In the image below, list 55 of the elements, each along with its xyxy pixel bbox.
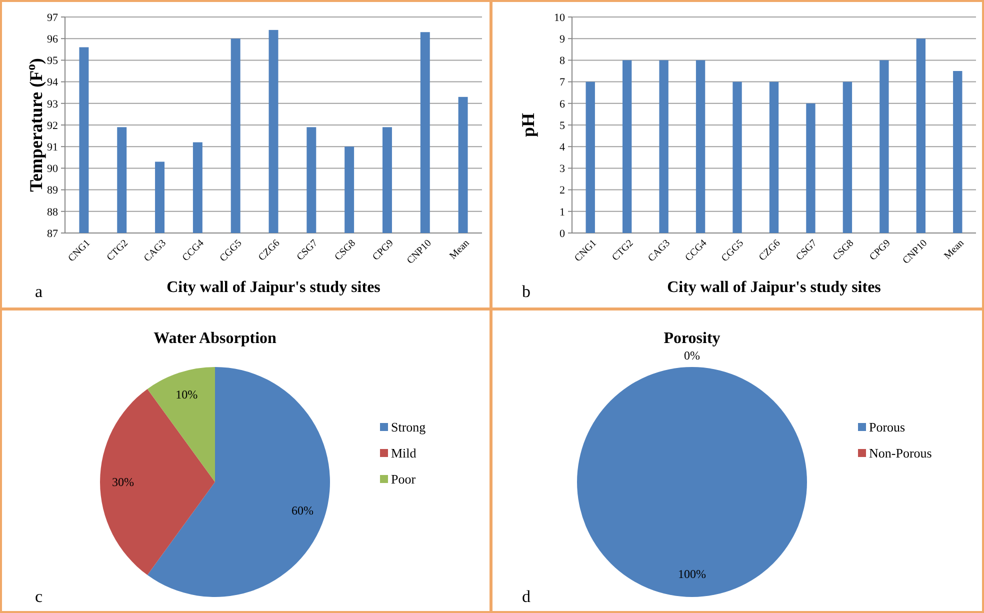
legend-label: Mild xyxy=(391,446,417,461)
bar xyxy=(916,38,926,233)
legend-label: Strong xyxy=(391,420,426,435)
text: b xyxy=(522,282,530,301)
chart-title: Water Absorption xyxy=(154,330,277,347)
y-tick-label: 9 xyxy=(560,33,566,46)
y-tick-label: 1 xyxy=(560,206,565,218)
y-tick-label: 0 xyxy=(560,228,566,240)
legend-label: Poor xyxy=(391,472,416,487)
y-tick-label: 91 xyxy=(47,141,58,154)
data-label: 30% xyxy=(112,475,134,490)
pie-slice xyxy=(100,388,215,576)
y-tick-label: 4 xyxy=(560,141,566,154)
bar xyxy=(732,82,742,233)
y-tick-label: 88 xyxy=(47,206,58,218)
bar xyxy=(880,60,889,233)
bar xyxy=(953,71,962,233)
y-tick-label: 92 xyxy=(47,120,58,132)
legend-label: Porous xyxy=(869,420,906,435)
bar xyxy=(586,82,595,233)
data-label: 10% xyxy=(176,388,198,402)
text: d xyxy=(522,587,531,606)
y-tick-label: 90 xyxy=(47,163,58,176)
data-label: 60% xyxy=(291,504,314,518)
legend-label: Non-Porous xyxy=(869,446,932,461)
y-tick-label: 6 xyxy=(560,98,566,110)
y-tick-label: 89 xyxy=(47,184,58,197)
y-tick-label: 95 xyxy=(47,55,58,68)
y-tick-label: 8 xyxy=(560,55,566,68)
bar xyxy=(769,82,779,233)
y-tick-label: 7 xyxy=(560,76,566,89)
y-tick-label: 93 xyxy=(47,98,58,110)
y-tick-label: 5 xyxy=(560,120,566,132)
text: c xyxy=(35,587,43,606)
y-axis-title: pH xyxy=(518,112,538,138)
bar xyxy=(806,103,816,233)
y-tick-label: 2 xyxy=(560,184,565,197)
pie-slice xyxy=(147,367,215,482)
pie-slice xyxy=(147,367,330,597)
text: a xyxy=(35,282,43,301)
bar xyxy=(696,60,706,233)
y-tick-label: 10 xyxy=(554,12,566,24)
y-tick-label: 3 xyxy=(560,163,566,176)
y-tick-label: 87 xyxy=(47,228,58,240)
x-axis-title: City wall of Jaipur's study sites xyxy=(667,279,881,296)
text: 0% xyxy=(684,348,700,363)
y-tick-label: 97 xyxy=(47,12,58,24)
chart-title: Porosity xyxy=(664,330,720,347)
bar xyxy=(622,60,632,233)
x-axis-title: City wall of Jaipur's study sites xyxy=(166,279,380,296)
y-tick-label: 94 xyxy=(47,76,58,89)
bar xyxy=(659,60,668,233)
data-label: 100% xyxy=(678,567,706,582)
bar xyxy=(842,82,852,233)
y-tick-label: 96 xyxy=(47,33,58,46)
